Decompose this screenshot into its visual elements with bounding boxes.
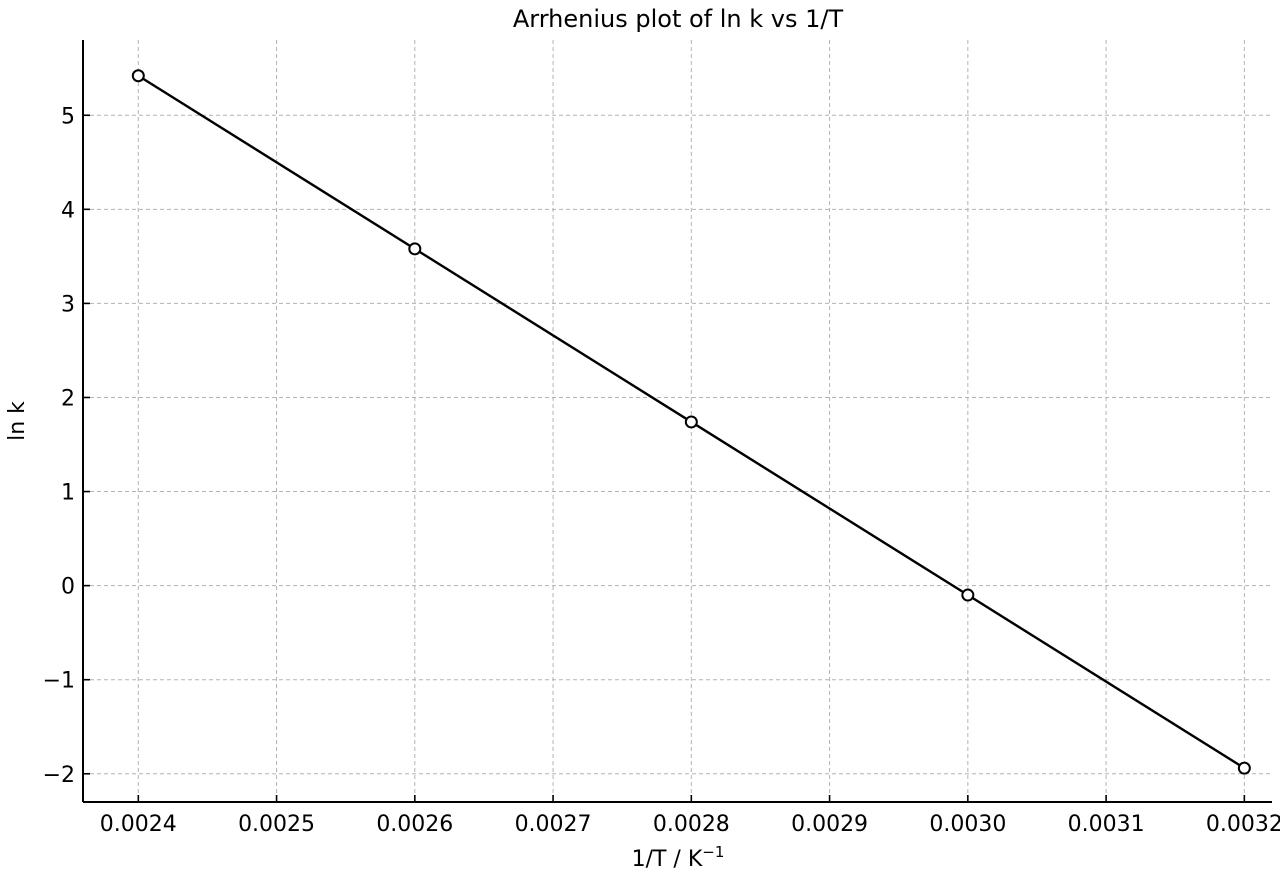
data-point-3 [961,588,975,602]
y-tick-label-7: 5 [61,104,75,129]
grid [83,40,1272,802]
x-axis-label: 1/T / K−1 [632,843,725,872]
x-tick-label-4: 0.0028 [653,812,730,837]
y-tick-label-5: 3 [61,292,75,317]
chart-title: Arrhenius plot of ln k vs 1/T [513,5,844,33]
ticks: 0.0024 0.0025 0.0026 0.0027 0.0028 0.0029 0.00… [43,104,1280,837]
data-point-1 [408,242,422,256]
axes [82,40,1272,803]
x-tick-label-2: 0.0026 [376,812,453,837]
y-tick-label-1: −1 [43,669,75,694]
y-tick-label-6: 4 [61,198,75,223]
y-axis-label: ln k [5,401,30,441]
data-point-0 [131,69,145,83]
y-tick-label-2: 0 [61,575,75,600]
x-tick-label-1: 0.0025 [238,812,315,837]
x-axis-label-text: 1/T / K [632,847,703,872]
y-tick-label-4: 2 [61,386,75,411]
y-tick-label-0: −2 [43,763,75,788]
x-tick-label-3: 0.0027 [515,812,592,837]
x-tick-label-5: 0.0029 [791,812,868,837]
x-tick-label-6: 0.0030 [929,812,1006,837]
x-tick-label-0: 0.0024 [100,812,177,837]
x-axis-label-superscript: −1 [702,843,724,861]
x-tick-label-7: 0.0031 [1068,812,1145,837]
y-tick-label-3: 1 [61,481,75,506]
data-point-4 [1237,761,1251,775]
data-point-2 [684,415,698,429]
series [131,69,1251,775]
x-tick-label-8: 0.0032 [1206,812,1280,837]
